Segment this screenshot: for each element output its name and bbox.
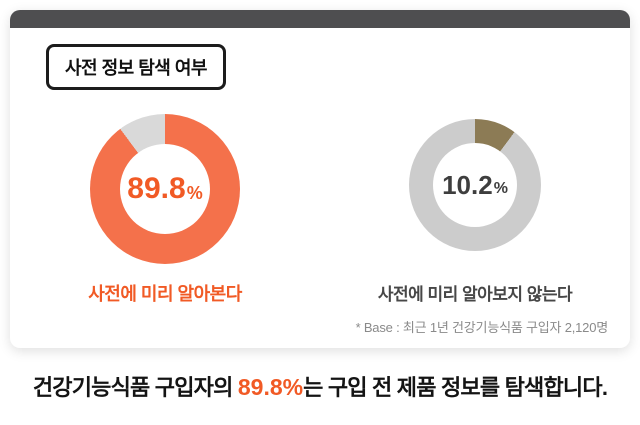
headline-highlight-value: 89.8%: [237, 374, 304, 400]
headline-prefix: 건강기능식품 구입자의: [32, 375, 238, 400]
donut-center-label-aware: 89.8%: [90, 114, 240, 264]
donut-caption-aware: 사전에 미리 알아본다: [88, 284, 242, 304]
donut-value-aware: 89.8: [127, 172, 186, 205]
donut-column-unaware: 10.2% 사전에 미리 알아보지 않는다: [320, 114, 630, 306]
donut-column-aware: 89.8% 사전에 미리 알아본다: [10, 114, 320, 306]
card-top-bar: [10, 10, 630, 28]
summary-headline: 건강기능식품 구입자의 89.8%는 구입 전 제품 정보를 탐색합니다.: [0, 370, 640, 402]
donut-value-unaware: 10.2: [442, 169, 493, 200]
percent-sign: %: [493, 179, 508, 197]
donut-center-label-unaware: 10.2%: [409, 119, 541, 251]
base-note: * Base : 최근 1년 건강기능식품 구입자 2,120명: [355, 320, 609, 335]
headline-suffix: 는 구입 전 제품 정보를 탐색합니다.: [303, 375, 608, 400]
donut-chart-unaware: 10.2%: [409, 119, 541, 251]
percent-sign: %: [186, 182, 203, 203]
donut-caption-unaware: 사전에 미리 알아보지 않는다: [377, 285, 573, 304]
survey-card: 사전 정보 탐색 여부 89.8% 사전에 미리 알아본다 10.2% 사전에 …: [10, 10, 630, 348]
section-title-badge: 사전 정보 탐색 여부: [46, 44, 226, 90]
donut-chart-aware: 89.8%: [90, 114, 240, 264]
section-title: 사전 정보 탐색 여부: [65, 58, 207, 78]
charts-row: 89.8% 사전에 미리 알아본다 10.2% 사전에 미리 알아보지 않는다: [10, 114, 630, 306]
